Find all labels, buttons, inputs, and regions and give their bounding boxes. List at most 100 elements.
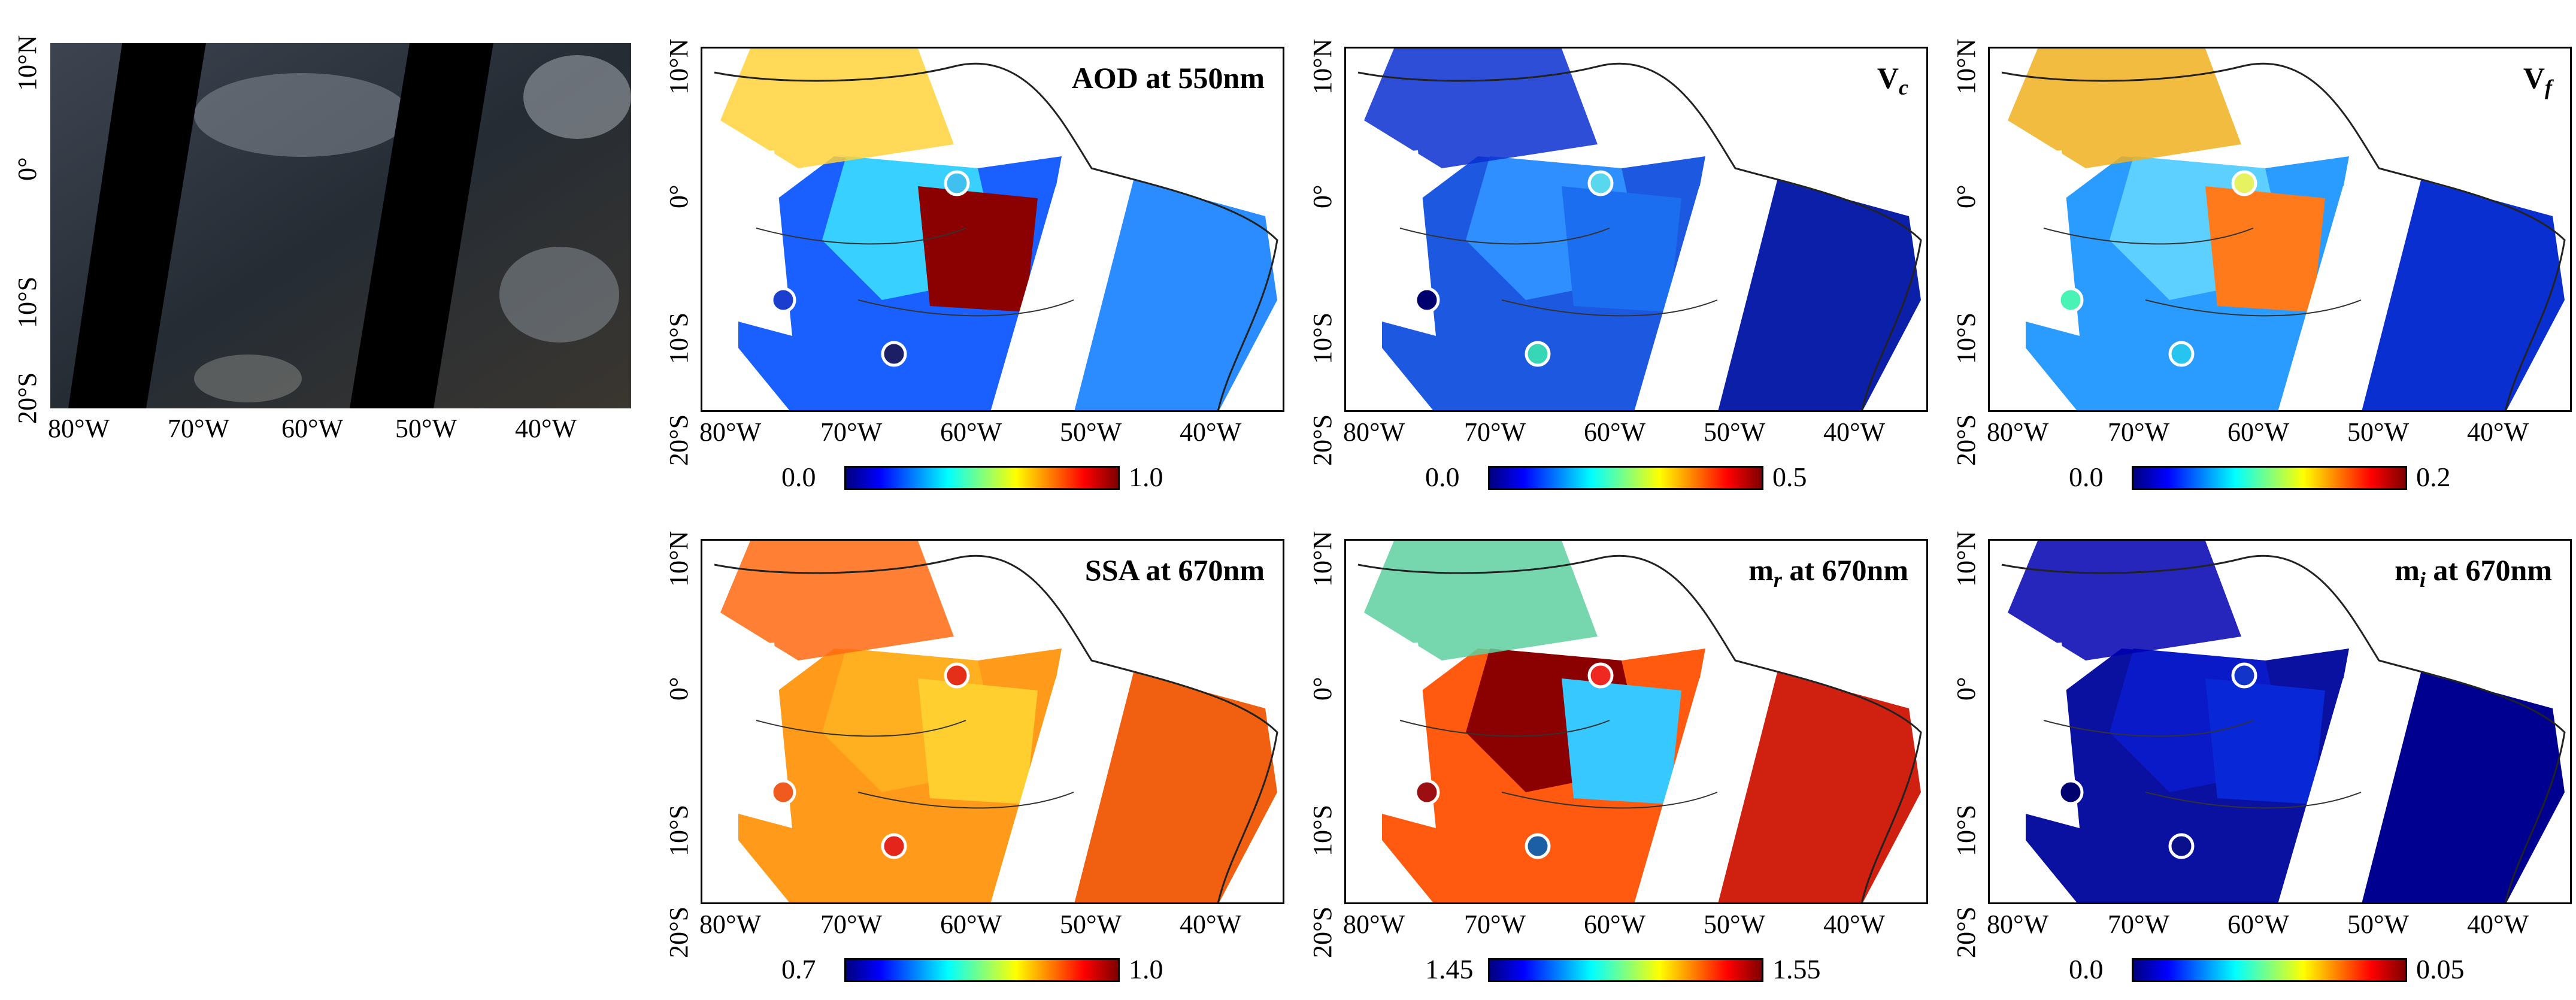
swath-gap — [1634, 660, 1765, 902]
rgb-lat-0: 0° — [13, 157, 42, 181]
lon-tick-label: 60°W — [2228, 417, 2290, 447]
lon-tick-label: 70°W — [820, 417, 883, 447]
lat-tick-label: 20°S — [1951, 906, 1981, 958]
lat-tick-label: 20°S — [1951, 414, 1981, 466]
country-borders — [1399, 720, 1718, 809]
aeronet-site-marker — [1525, 341, 1551, 367]
lat-tick-label: 10°N — [1951, 38, 1981, 95]
aeronet-site-marker — [1525, 833, 1551, 859]
swath-east — [2362, 180, 2565, 410]
aeronet-site-marker — [881, 833, 907, 859]
aeronet-site-marker — [2231, 170, 2257, 196]
aeronet-site-marker — [2168, 833, 2195, 859]
lat-tick-label: 20°S — [664, 414, 693, 466]
lat-tick-label: 0° — [664, 184, 693, 208]
lon-tick-label: 80°W — [1343, 417, 1405, 447]
aeronet-site-marker — [2231, 662, 2257, 689]
lon-tick-label: 70°W — [1464, 417, 1526, 447]
coastline — [714, 62, 1278, 410]
lon-tick-label: 50°W — [2347, 417, 2410, 447]
coastline — [2001, 62, 2566, 410]
colorbar-max-label: 1.0 — [1129, 954, 1163, 984]
rgb-lon-60w: 60°W — [281, 414, 344, 443]
colorbar-max-label: 1.55 — [1772, 954, 1821, 984]
lat-tick-label: 20°S — [664, 906, 693, 958]
swath-east — [1718, 180, 1921, 410]
lon-tick-label: 40°W — [2467, 417, 2529, 447]
swath-north — [2008, 541, 2241, 660]
panel-title-rest: at 670nm — [2425, 553, 2552, 587]
panel-title-main: V — [2523, 61, 2545, 95]
rgb-lat-10s: 10°S — [13, 276, 42, 328]
colorbar-max-label: 0.5 — [1772, 462, 1807, 492]
lat-tick-label: 0° — [664, 677, 693, 701]
panel-title: Vc — [1877, 60, 1908, 100]
map-field-5 — [1346, 541, 1922, 902]
aeronet-site-marker — [2057, 287, 2084, 313]
swath-east — [1718, 672, 1921, 902]
lon-tick-label: 60°W — [1584, 417, 1646, 447]
lon-tick-label: 40°W — [1823, 417, 1886, 447]
panel-title: mi at 670nm — [2395, 553, 2552, 592]
lat-tick-label: 10°S — [1308, 804, 1337, 856]
panel-title: Vf — [2523, 60, 2552, 100]
swath-gap — [990, 168, 1122, 410]
lat-tick-label: 10°N — [664, 38, 693, 95]
lat-tick-label: 10°S — [664, 804, 693, 856]
lon-tick-label: 60°W — [1584, 910, 1646, 939]
rgb-lon-50w: 50°W — [395, 414, 457, 443]
panel-title-main: m — [2395, 553, 2420, 587]
colorbar-min-label: 0.0 — [2069, 954, 2104, 984]
colorbar — [1488, 958, 1763, 982]
swath-north — [720, 541, 954, 660]
panel-title-subscript: r — [1773, 568, 1782, 592]
panel-title-main: V — [1877, 61, 1899, 95]
country-borders — [756, 720, 1074, 809]
lon-tick-label: 60°W — [2228, 910, 2290, 939]
no-data-west — [1346, 150, 1436, 336]
map-panel-6: mi at 670nm — [1988, 539, 2572, 904]
country-borders — [1399, 228, 1718, 317]
swath-gap-left — [68, 43, 206, 408]
panel-title: SSA at 670nm — [1084, 553, 1265, 587]
no-data-west — [1990, 150, 2080, 336]
lat-tick-label: 0° — [1951, 677, 1981, 701]
lat-tick-label: 10°S — [1951, 312, 1981, 364]
lat-tick-label: 10°N — [1951, 531, 1981, 587]
colorbar-min-label: 1.45 — [1425, 954, 1474, 984]
map-field-4 — [702, 541, 1278, 902]
country-borders — [2043, 720, 2362, 809]
lat-tick-label: 10°N — [664, 531, 693, 587]
panel-title-rest: at 670nm — [1781, 553, 1908, 587]
swath-west-core — [1562, 186, 1681, 312]
lon-tick-label: 50°W — [1704, 910, 1766, 939]
coastline — [1357, 62, 1922, 410]
map-field-3 — [1990, 49, 2566, 410]
colorbar — [1488, 466, 1763, 490]
coastline — [2001, 554, 2566, 902]
swath-north — [1364, 49, 1598, 168]
lat-tick-label: 0° — [1308, 184, 1337, 208]
rgb-lat-20s: 20°S — [13, 372, 42, 424]
rgb-lon-70w: 70°W — [168, 414, 230, 443]
aeronet-site-marker — [770, 779, 796, 805]
swath-gap — [990, 660, 1122, 902]
swath-west-core — [2205, 678, 2325, 804]
colorbar-min-label: 0.7 — [781, 954, 816, 984]
colorbar-max-label: 0.2 — [2416, 462, 2451, 492]
aeronet-site-marker — [1414, 287, 1440, 313]
lon-tick-label: 80°W — [1987, 417, 2049, 447]
coastline — [1357, 554, 1922, 902]
map-field-6 — [1990, 541, 2566, 902]
lat-tick-label: 10°N — [1308, 38, 1337, 95]
aeronet-site-marker — [1414, 779, 1440, 805]
map-panel-2: Vc — [1344, 47, 1928, 412]
lon-tick-label: 50°W — [2347, 910, 2410, 939]
swath-north — [1364, 541, 1598, 660]
rgb-lon-40w: 40°W — [515, 414, 577, 443]
swath-west-core — [2205, 186, 2325, 312]
lon-tick-label: 40°W — [1823, 910, 1886, 939]
lon-tick-label: 80°W — [1987, 910, 2049, 939]
aeronet-site-marker — [1587, 170, 1614, 196]
swath-north — [720, 49, 954, 168]
